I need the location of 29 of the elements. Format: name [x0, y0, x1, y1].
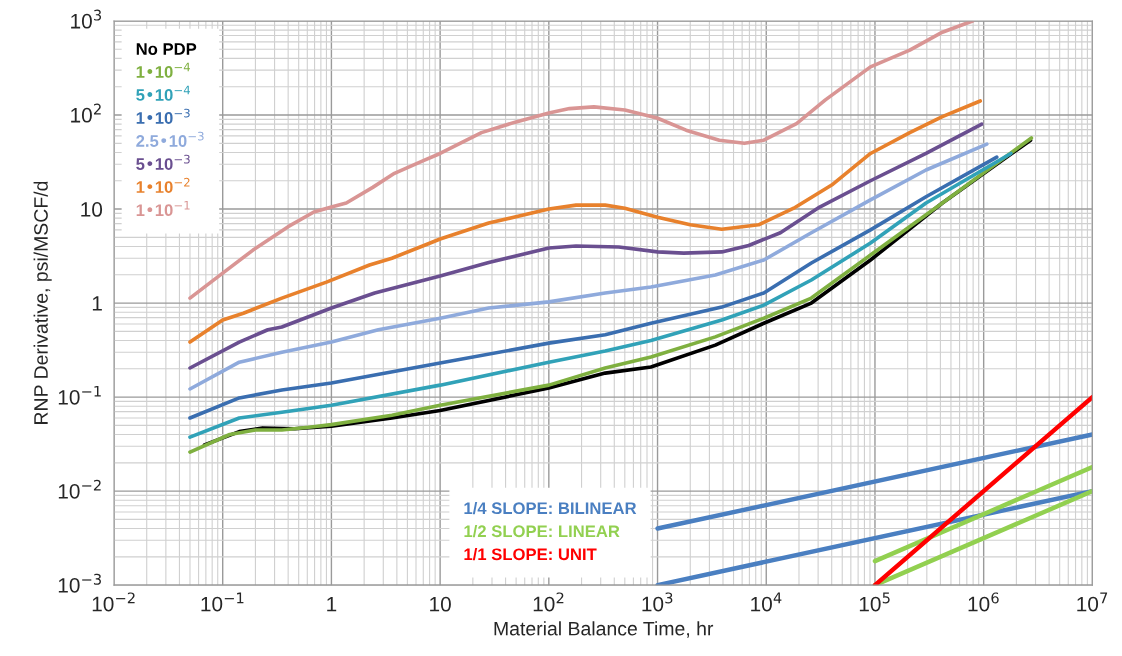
text: 1•10$^{−2}$ — [136, 177, 190, 193]
y-tick-label: 1 — [92, 296, 102, 311]
y-tick-label: 10$^{3}$ — [71, 9, 102, 29]
x-tick-label: 10$^{4}$ — [751, 592, 782, 612]
x-tick-label: 10$^{−1}$ — [201, 592, 244, 612]
text: 1/2 SLOPE: LINEAR — [464, 524, 620, 538]
y-axis-title: RNP Derivative, psi/MSCF/d — [33, 181, 52, 424]
text: 1•10$^{−4}$ — [136, 62, 190, 78]
x-tick-label: 10$^{6}$ — [968, 592, 999, 612]
series-label: 1/4 SLOPE: BILINEAR — [464, 501, 637, 515]
text: 5•10$^{−3}$ — [136, 154, 190, 170]
text: No PDP — [136, 43, 197, 55]
x-axis-title: Material Balance Time, hr — [494, 621, 714, 638]
x-tick-label: 1 — [327, 597, 337, 612]
text: 5•10$^{−4}$ — [136, 85, 190, 101]
y-tick-label: 10$^{−1}$ — [58, 385, 101, 405]
x-tick-label: 10$^{7}$ — [1077, 592, 1108, 612]
y-tick-label: 10$^{−3}$ — [58, 573, 101, 593]
text: 2.5•10$^{−3}$ — [136, 131, 204, 147]
y-tick-label: 10$^{−2}$ — [58, 479, 101, 499]
text: 1/1 SLOPE: UNIT — [464, 547, 597, 561]
x-tick-label: 10 — [430, 596, 451, 612]
x-tick-label: 10$^{5}$ — [859, 592, 890, 612]
y-tick-label: 10$^{2}$ — [71, 103, 101, 123]
y-tick-label: 10 — [81, 202, 103, 217]
x-tick-label: 10$^{2}$ — [533, 592, 564, 612]
text: 1•10$^{−1}$ — [136, 200, 190, 217]
text: 1•10$^{−3}$ — [136, 108, 190, 124]
x-tick-label: 10$^{3}$ — [642, 592, 673, 612]
